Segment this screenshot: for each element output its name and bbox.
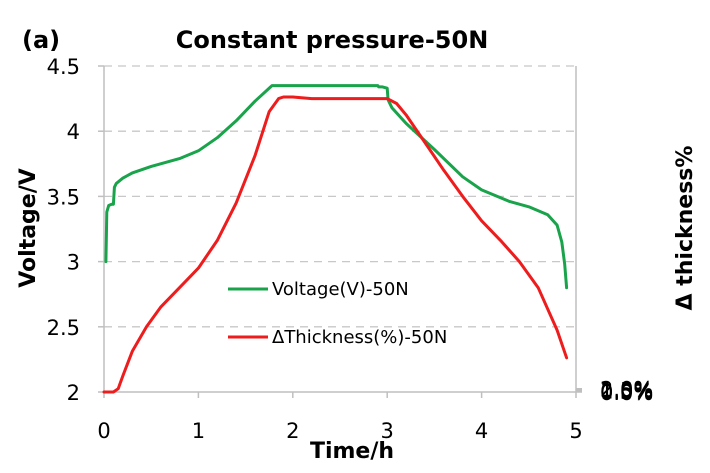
y-tick-label-4: 4: [67, 120, 80, 144]
x-tick-label-5: 5: [569, 419, 582, 443]
y-tick-label-3: 3.5: [47, 185, 80, 209]
x-tick-labels: 0 1 2 3 4 5: [97, 392, 583, 443]
x-tick-label-0: 0: [97, 419, 110, 443]
y-tick-label-5: 4.5: [47, 55, 80, 79]
y-tick-label-1: 2.5: [47, 316, 80, 340]
series-line-voltage: [104, 84, 569, 290]
y-tick-label-0: 2: [67, 381, 80, 405]
plot-frame: [103, 66, 577, 393]
chart-title: Constant pressure-50N: [176, 26, 489, 54]
series-line-thickness: [102, 95, 569, 394]
x-tick-label-3: 3: [381, 419, 394, 443]
panel-label: (a): [22, 26, 60, 54]
y2-axis-title: Δ thickness%: [673, 146, 698, 311]
y2-tick-label-3: 1.5%: [600, 379, 653, 403]
x-axis-title: Time/h: [310, 439, 394, 464]
series-lines: [102, 84, 569, 394]
x-tick-label-1: 1: [192, 419, 205, 443]
y2-tick-label-1: 0.5%: [600, 380, 653, 404]
y2-tick-label-0: 0.0%: [600, 381, 653, 405]
y2-tick-labels: 0.0%0.5%1.0%1.5%2.0%: [576, 378, 653, 405]
legend-label-voltage: Voltage(V)-50N: [272, 279, 409, 300]
x-tick-label-2: 2: [286, 419, 299, 443]
legend-label-thickness: ΔThickness(%)-50N: [272, 327, 447, 348]
y2-tick-label-4: 2.0%: [600, 378, 653, 402]
y-tick-labels: 2 2.5 3 3.5 4 4.5: [47, 55, 104, 405]
y-axis-title: Voltage/V: [16, 168, 41, 288]
legend: Voltage(V)-50N ΔThickness(%)-50N: [228, 279, 447, 348]
y2-tick-label-2: 1.0%: [600, 379, 653, 403]
y-tick-label-2: 3: [67, 251, 80, 275]
x-tick-label-4: 4: [475, 419, 488, 443]
